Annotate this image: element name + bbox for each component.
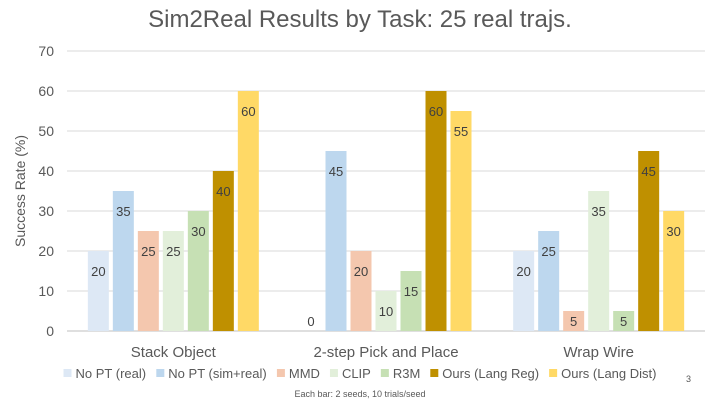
y-tick-label: 40 bbox=[38, 163, 54, 179]
data-label: 55 bbox=[454, 124, 468, 139]
legend-swatch bbox=[380, 369, 389, 377]
legend-label: CLIP bbox=[342, 366, 371, 381]
y-tick-label: 70 bbox=[38, 43, 54, 59]
legend-swatch bbox=[549, 369, 558, 377]
legend-label: No PT (real) bbox=[76, 366, 147, 381]
data-label: 20 bbox=[91, 264, 105, 279]
bar bbox=[137, 231, 159, 331]
y-tick-label: 20 bbox=[38, 243, 54, 259]
data-label: 25 bbox=[166, 244, 180, 259]
data-label: 25 bbox=[141, 244, 155, 259]
data-label: 30 bbox=[191, 224, 205, 239]
legend-label: Ours (Lang Reg) bbox=[442, 366, 539, 381]
data-label: 40 bbox=[216, 184, 230, 199]
data-label: 5 bbox=[620, 314, 627, 329]
x-tick-label: Wrap Wire bbox=[563, 344, 634, 361]
bar bbox=[663, 211, 685, 331]
bar bbox=[425, 91, 447, 331]
bar bbox=[563, 311, 585, 331]
y-tick-label: 10 bbox=[38, 283, 54, 299]
y-tick-label: 50 bbox=[38, 123, 54, 139]
legend-label: Ours (Lang Dist) bbox=[561, 366, 656, 381]
data-label: 0 bbox=[307, 314, 314, 329]
data-label: 60 bbox=[241, 104, 255, 119]
y-tick-label: 60 bbox=[38, 83, 54, 99]
data-label: 20 bbox=[516, 264, 530, 279]
legend-label: MMD bbox=[289, 366, 320, 381]
bar bbox=[400, 271, 422, 331]
data-label: 25 bbox=[541, 244, 555, 259]
data-label: 15 bbox=[404, 284, 418, 299]
data-label: 45 bbox=[329, 164, 343, 179]
y-tick-label: 30 bbox=[38, 203, 54, 219]
bar bbox=[162, 231, 184, 331]
legend-label: No PT (sim+real) bbox=[168, 366, 266, 381]
data-label: 10 bbox=[379, 304, 393, 319]
bar bbox=[513, 251, 535, 331]
x-tick-label: Stack Object bbox=[131, 344, 217, 361]
footnote: Each bar: 2 seeds, 10 trials/seed bbox=[294, 389, 426, 399]
data-label: 35 bbox=[116, 204, 130, 219]
data-label: 30 bbox=[666, 224, 680, 239]
legend-swatch bbox=[329, 369, 338, 377]
bar bbox=[375, 291, 397, 331]
bar bbox=[538, 231, 560, 331]
bar bbox=[450, 111, 472, 331]
chart-title: Sim2Real Results by Task: 25 real trajs. bbox=[148, 6, 572, 33]
legend-swatch bbox=[430, 369, 439, 377]
legend-swatch bbox=[156, 369, 165, 377]
bar bbox=[187, 211, 209, 331]
y-tick-label: 0 bbox=[46, 323, 54, 339]
bar bbox=[87, 251, 109, 331]
bar bbox=[588, 191, 610, 331]
legend-swatch bbox=[276, 369, 285, 377]
bar bbox=[350, 251, 372, 331]
bar bbox=[212, 171, 234, 331]
data-label: 35 bbox=[591, 204, 605, 219]
x-tick-label: 2-step Pick and Place bbox=[313, 344, 458, 361]
bar bbox=[325, 151, 347, 331]
legend-label: R3M bbox=[393, 366, 420, 381]
legend-swatch bbox=[63, 369, 72, 377]
data-label: 45 bbox=[641, 164, 655, 179]
bar bbox=[112, 191, 134, 331]
page-number: 3 bbox=[686, 374, 692, 384]
data-label: 5 bbox=[570, 314, 577, 329]
bar bbox=[613, 311, 635, 331]
data-label: 20 bbox=[354, 264, 368, 279]
y-axis-label: Success Rate (%) bbox=[12, 135, 28, 247]
bar bbox=[237, 91, 259, 331]
bar bbox=[638, 151, 660, 331]
data-label: 60 bbox=[429, 104, 443, 119]
